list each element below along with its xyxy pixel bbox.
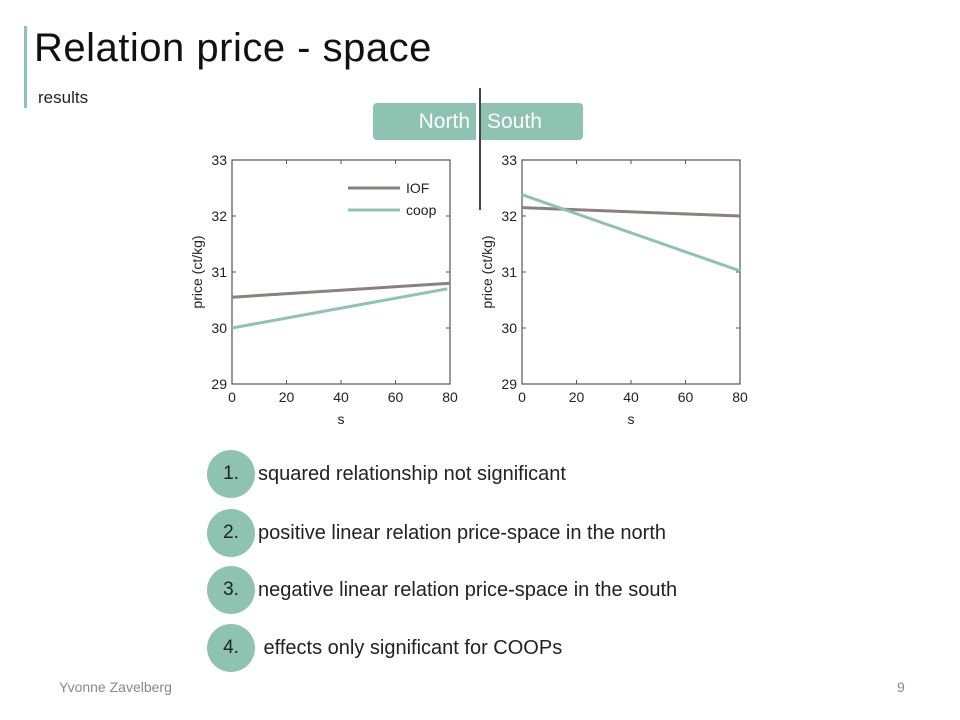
footer-author: Yvonne Zavelberg xyxy=(59,679,172,695)
series-line-coop xyxy=(231,287,448,330)
x-tick-label: 80 xyxy=(732,389,748,405)
y-tick-label: 33 xyxy=(501,152,517,168)
y-tick-label: 32 xyxy=(501,208,517,224)
x-tick-label: 80 xyxy=(442,389,458,405)
y-tick-label: 30 xyxy=(501,320,517,336)
y-axis-label: price (ct/kg) xyxy=(479,235,495,308)
x-tick-label: 40 xyxy=(623,389,639,405)
region-tab-south: South xyxy=(481,103,583,140)
x-tick-label: 60 xyxy=(678,389,694,405)
page-title: Relation price - space xyxy=(34,26,432,70)
legend-label-coop: coop xyxy=(406,202,437,218)
point-text: squared relationship not significant xyxy=(258,463,566,485)
x-axis-label: s xyxy=(628,411,635,427)
region-divider xyxy=(479,88,481,210)
legend-label-iof: IOF xyxy=(406,180,429,196)
point-number-badge: 3. xyxy=(207,566,255,614)
x-tick-label: 0 xyxy=(228,389,236,405)
y-tick-label: 29 xyxy=(501,376,517,392)
y-tick-label: 29 xyxy=(211,376,227,392)
x-tick-label: 20 xyxy=(279,389,295,405)
series-line-iof xyxy=(521,206,741,218)
series-line-coop xyxy=(521,193,741,273)
x-tick-label: 20 xyxy=(569,389,585,405)
title-accent-bar xyxy=(24,26,27,108)
plot-area-frame xyxy=(521,159,741,385)
y-axis-label: price (ct/kg) xyxy=(189,235,205,308)
point-text: negative linear relation price-space in … xyxy=(258,579,678,601)
y-tick-label: 30 xyxy=(211,320,227,336)
point-number-badge: 4. xyxy=(207,624,255,672)
chart-south: 29 30 31 32 33 0 20 40 60 80 s price (ct/kg) xyxy=(479,152,748,427)
x-tick-label: 0 xyxy=(518,389,526,405)
point-number-badge: 2. xyxy=(207,509,255,557)
chart-north: 29 30 31 32 33 0 20 40 60 80 s price (ct/kg) IOF coop xyxy=(189,152,458,427)
point-number-badge: 1. xyxy=(207,450,255,498)
region-tab-north: North xyxy=(373,103,476,140)
page-subtitle: results xyxy=(38,88,89,107)
y-tick-label: 31 xyxy=(501,264,517,280)
result-point-3: 3. negative linear relation price-space … xyxy=(207,566,807,614)
region-label-south: South xyxy=(487,110,542,133)
x-tick-label: 40 xyxy=(333,389,349,405)
point-text: effects only significant for COOPs xyxy=(258,637,563,659)
result-point-1: 1. squared relationship not significant xyxy=(207,450,807,498)
result-point-2: 2. positive linear relation price-space … xyxy=(207,509,807,557)
x-tick-label: 60 xyxy=(388,389,404,405)
footer-page-number: 9 xyxy=(897,679,905,695)
x-axis-label: s xyxy=(338,411,345,427)
result-point-4: 4. effects only significant for COOPs xyxy=(207,624,807,672)
region-label-north: North xyxy=(418,110,470,133)
y-tick-label: 33 xyxy=(211,152,227,168)
y-tick-label: 31 xyxy=(211,264,227,280)
series-line-iof xyxy=(231,281,451,299)
point-text: positive linear relation price-space in … xyxy=(258,522,666,544)
y-tick-label: 32 xyxy=(211,208,227,224)
